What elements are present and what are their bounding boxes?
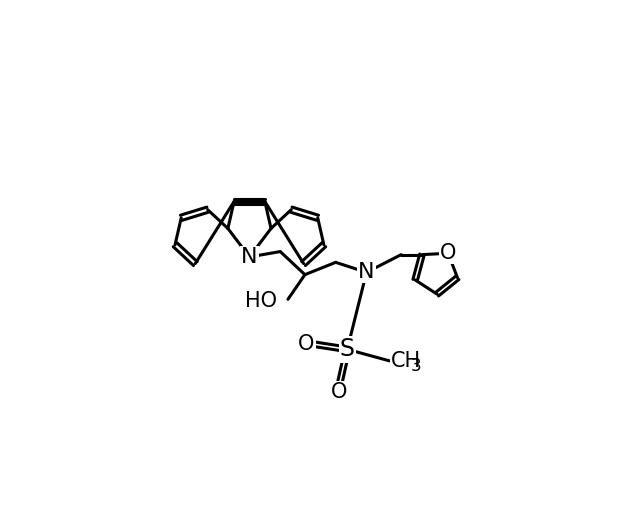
Text: O: O bbox=[298, 334, 315, 354]
Text: 3: 3 bbox=[411, 357, 422, 375]
Text: S: S bbox=[340, 337, 355, 362]
Text: N: N bbox=[241, 247, 258, 267]
Text: N: N bbox=[358, 263, 375, 282]
Text: O: O bbox=[440, 243, 456, 263]
Text: HO: HO bbox=[245, 291, 277, 311]
Text: CH: CH bbox=[391, 351, 421, 371]
Text: O: O bbox=[332, 382, 348, 401]
